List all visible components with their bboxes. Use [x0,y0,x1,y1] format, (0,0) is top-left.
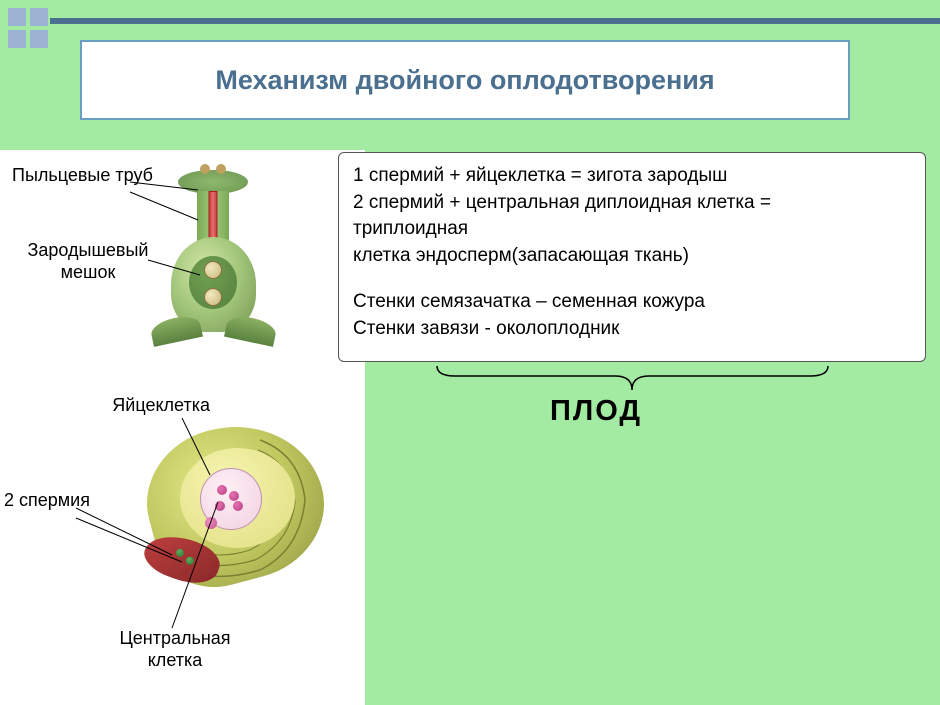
style [197,191,229,241]
label-two-sperm: 2 спермия [4,490,104,512]
title-container: Механизм двойного оплодотворения [80,40,850,120]
nucleus [233,501,243,511]
info-line: 2 спермий + центральная диплоидная клетк… [353,190,911,217]
diagram-panel: Пыльцевые труб Зародышевый мешок Яйцекле… [0,150,365,705]
pollen-tube [209,191,218,241]
ovule-cell [204,261,222,279]
ovary [171,237,256,332]
label-central-cell: Центральная клетка [95,628,255,671]
info-text-box: 1 спермий + яйцеклетка = зигота зародыш … [338,152,926,362]
ovule-small [192,256,235,311]
corner-sq [30,8,48,26]
label-egg-cell: Яйцеклетка [90,395,210,417]
corner-sq [30,30,48,48]
embryo-sac-detail [200,468,262,530]
header-bar [50,18,940,24]
result-label: ПЛОД [550,395,642,428]
info-line: триплоидная [353,216,911,243]
egg-cell-detail [205,517,217,529]
corner-sq [8,30,26,48]
info-spacer [353,269,911,289]
sepals [151,314,276,342]
sperm-cell [185,556,195,566]
pistil-figure [168,170,258,350]
curly-bracket [435,364,830,392]
label-pollen-tube: Пыльцевые труб [12,165,182,187]
info-line: Стенки завязи - околоплодник [353,316,911,343]
info-line: Стенки семязачатка – семенная кожура [353,289,911,316]
label-embryo-sac: Зародышевый мешок [18,240,158,283]
ovule-detail-figure [140,420,325,590]
nucleus [229,491,239,501]
corner-ornament [8,8,48,48]
nucleus [217,485,227,495]
nucleus [215,501,225,511]
info-line: 1 спермий + яйцеклетка = зигота зародыш [353,163,911,190]
corner-sq [8,8,26,26]
info-line: клетка эндосперм(запасающая ткань) [353,243,911,270]
sperm-cell [175,548,185,558]
page-title: Механизм двойного оплодотворения [215,65,714,96]
ovule-cell [204,288,222,306]
central-nuclei [213,485,248,513]
